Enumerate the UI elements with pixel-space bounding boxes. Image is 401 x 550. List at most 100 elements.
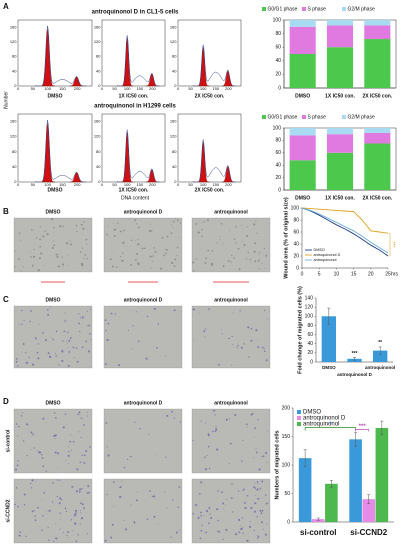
cell: [37, 357, 40, 360]
cell: [78, 313, 80, 315]
cell: [262, 528, 264, 530]
cell: [258, 251, 261, 254]
cell: [248, 356, 250, 358]
cell: [22, 266, 24, 268]
cell: [87, 415, 89, 417]
cell: [242, 439, 244, 441]
cell: [246, 494, 249, 497]
cell: [149, 255, 152, 258]
bar-segment: [289, 20, 316, 27]
cell: [123, 466, 126, 469]
legend-swatch: [297, 416, 301, 420]
cell: [47, 526, 49, 528]
cell: [205, 422, 207, 424]
cell: [41, 529, 43, 532]
y-tick-label: 80: [307, 323, 313, 329]
cell: [78, 488, 82, 491]
cell: [87, 350, 91, 353]
cell: [14, 250, 16, 252]
y-tick-label: 0: [287, 519, 290, 525]
g1-peak: [198, 142, 210, 183]
cell: [104, 539, 107, 542]
cell: [85, 340, 88, 343]
cell: [178, 486, 181, 488]
cell: [204, 336, 206, 338]
cell: [165, 248, 168, 251]
bar-segment: [289, 135, 316, 161]
histogram-frame: [17, 113, 93, 183]
cell: [65, 510, 68, 512]
cell: [42, 515, 44, 517]
cell: [62, 351, 63, 353]
cell: [69, 440, 72, 443]
cell: [218, 239, 220, 241]
cell: [134, 240, 136, 242]
histogram-ytick: 120: [94, 134, 101, 139]
cell: [53, 226, 55, 229]
treatment-label: DMSO: [46, 209, 61, 215]
cell: [150, 267, 152, 269]
cell: [33, 248, 35, 251]
cell: [266, 502, 269, 504]
cell: [41, 453, 43, 456]
cell: [39, 226, 41, 228]
treatment-label: antroquinonol D: [124, 400, 163, 406]
y-tick-label: 80: [275, 138, 281, 144]
cell: [107, 454, 110, 457]
x-tick-label: 25: [385, 271, 391, 277]
y-tick-label: 50: [284, 491, 290, 497]
cell: [204, 468, 208, 471]
cell: [242, 527, 244, 529]
annotation: ***: [359, 424, 367, 430]
cell: [265, 502, 268, 505]
cell: [71, 485, 74, 488]
cell: [88, 324, 91, 327]
g1-peak: [41, 29, 56, 87]
cell: [234, 414, 237, 416]
cell: [254, 487, 257, 489]
cell: [221, 244, 223, 246]
histogram-xtick: 200: [74, 86, 81, 91]
cell: [76, 230, 78, 233]
cell: [83, 507, 85, 509]
cell: [122, 241, 125, 244]
cell: [68, 244, 70, 246]
cell: [23, 493, 26, 496]
series-line: [301, 207, 389, 257]
histogram-ytick: 40: [96, 164, 101, 169]
legend-label: antroquinonol: [303, 422, 339, 428]
cell: [40, 252, 43, 255]
cell: [76, 468, 79, 471]
cell: [59, 512, 61, 514]
histogram-frame: [177, 113, 242, 183]
cell: [264, 494, 267, 496]
cell: [206, 510, 209, 513]
cell: [69, 339, 71, 341]
histogram-xtick: 50: [31, 182, 36, 187]
cell: [156, 346, 158, 349]
cell: [14, 503, 16, 506]
cell: [217, 490, 219, 492]
cell: [110, 536, 113, 539]
cell: [106, 233, 108, 236]
cell: [18, 425, 20, 428]
cell: [33, 510, 35, 512]
cell: [57, 253, 59, 255]
cell: [72, 530, 73, 532]
legend-swatch: [302, 7, 306, 11]
cell: [115, 266, 118, 268]
y-tick-label: 20: [307, 350, 313, 356]
cell: [254, 495, 256, 496]
cell: [217, 519, 219, 522]
cell: [78, 431, 80, 433]
y-axis-label: Wound area (% of original size): [283, 197, 289, 279]
histogram-xtick: 150: [136, 182, 143, 187]
cell: [45, 510, 47, 512]
cell: [178, 237, 180, 239]
cell: [30, 431, 33, 434]
cell: [153, 247, 155, 249]
cell: [253, 486, 255, 488]
cell: [57, 466, 59, 468]
cell: [166, 235, 169, 238]
cell: [41, 457, 44, 459]
